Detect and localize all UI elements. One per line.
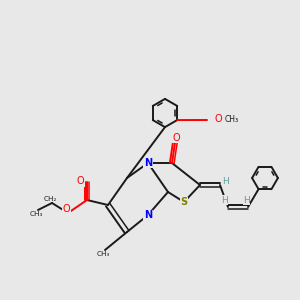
- Text: H: H: [243, 196, 250, 205]
- Text: N: N: [144, 210, 152, 220]
- Text: CH₃: CH₃: [30, 211, 43, 217]
- Text: CH₃: CH₃: [97, 251, 110, 257]
- Text: S: S: [180, 197, 188, 207]
- Text: CH₂: CH₂: [44, 196, 57, 202]
- Text: H: H: [222, 177, 229, 186]
- Text: CH₃: CH₃: [225, 115, 239, 124]
- Text: O: O: [76, 176, 84, 186]
- Text: O: O: [214, 114, 222, 124]
- Text: O: O: [63, 203, 70, 214]
- Text: H: H: [221, 196, 228, 205]
- Text: O: O: [173, 133, 180, 142]
- Text: N: N: [144, 158, 152, 168]
